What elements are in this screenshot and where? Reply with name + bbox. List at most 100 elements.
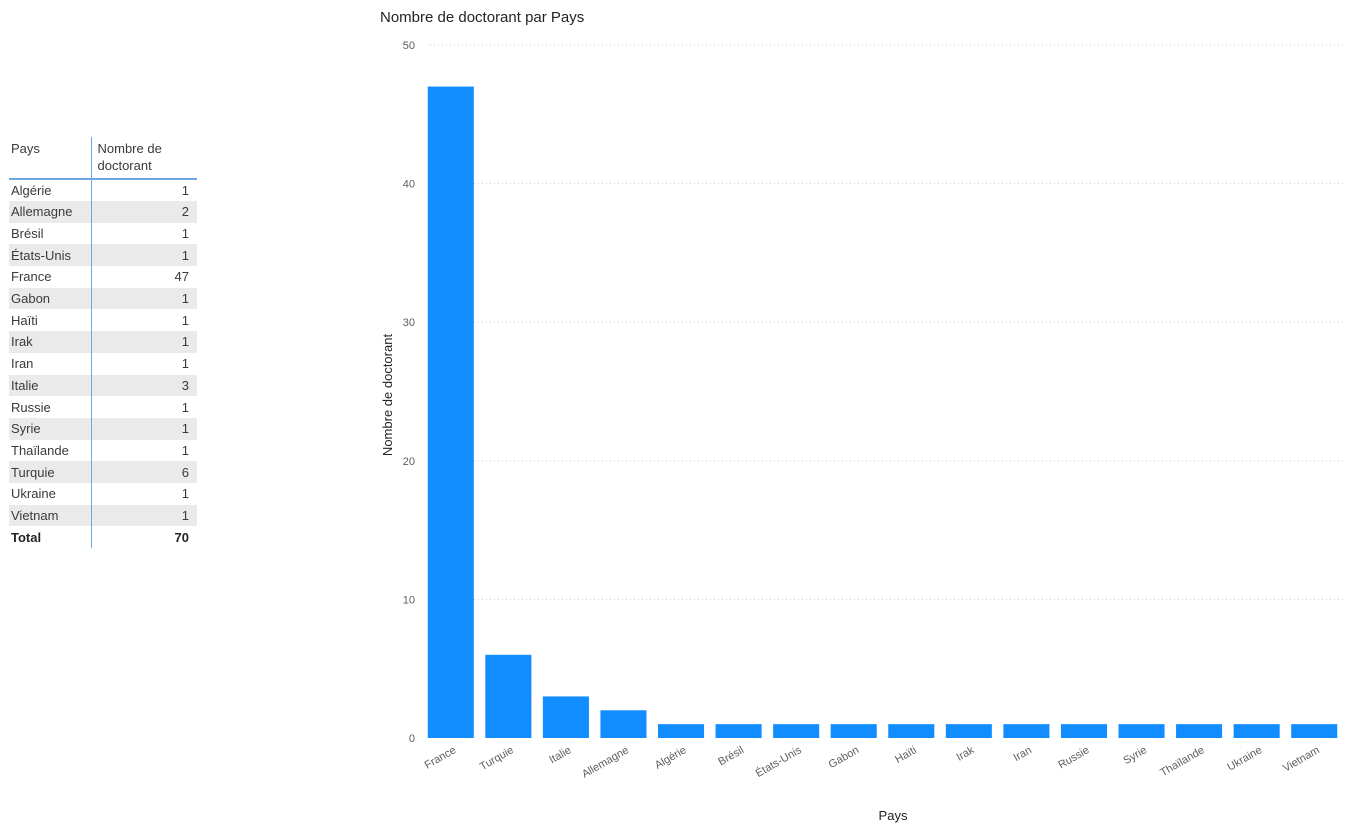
cell-count: 1 — [181, 399, 189, 415]
x-tick-label: France — [423, 744, 459, 772]
x-tick-label: Vietnam — [1281, 744, 1322, 774]
cell-country: Algérie — [9, 179, 92, 201]
table-row[interactable]: États-Unis 1 — [9, 244, 197, 267]
cell-country: Vietnam — [9, 504, 92, 527]
bar-11[interactable] — [1003, 724, 1050, 738]
table-row[interactable]: Irak 1 — [9, 331, 197, 353]
table-row[interactable]: Brésil 1 — [9, 222, 197, 245]
gridlines — [430, 44, 1343, 600]
cell-count: 1 — [181, 356, 189, 372]
table-row[interactable]: Allemagne 2 — [9, 201, 197, 223]
x-tick-label: Syrie — [1121, 744, 1149, 767]
cell-country: Ukraine — [9, 482, 92, 505]
cell-count: 1 — [181, 442, 189, 458]
y-tick-label: 20 — [403, 456, 415, 468]
table-row[interactable]: Russie 1 — [9, 396, 197, 418]
table-row[interactable]: Italie 3 — [9, 374, 197, 397]
cell-country: Thaïlande — [9, 439, 92, 462]
bar-10[interactable] — [945, 724, 992, 738]
table-row[interactable]: Ukraine 1 — [9, 482, 197, 505]
column-header-nombre[interactable]: Nombre de doctorant — [91, 137, 197, 180]
bar-4[interactable] — [600, 710, 647, 738]
x-axis-title: Pays — [879, 808, 908, 823]
bar-1[interactable] — [427, 86, 474, 738]
bar-12[interactable] — [1060, 724, 1107, 738]
cell-country: Syrie — [9, 417, 92, 440]
y-tick-label: 40 — [403, 179, 415, 191]
table-row[interactable]: Gabon 1 — [9, 287, 197, 310]
bar-15[interactable] — [1233, 724, 1280, 738]
table-row[interactable]: Syrie 1 — [9, 417, 197, 440]
cell-count: 2 — [91, 201, 197, 223]
x-tick-label: Brésil — [716, 744, 746, 768]
cell-count: 47 — [174, 269, 189, 285]
cell-count: 1 — [181, 312, 189, 328]
x-tick-label: États-Unis — [753, 743, 804, 780]
table-row[interactable]: Haïti 1 — [9, 309, 197, 332]
y-axis-ticks: 0 10 20 30 40 50 — [403, 40, 415, 745]
y-axis-title: Nombre de doctorant — [380, 334, 395, 457]
cell-count: 6 — [91, 461, 197, 483]
x-tick-label: Thaïlande — [1158, 744, 1206, 779]
cell-country: Allemagne — [9, 201, 92, 223]
cell-country: Haïti — [9, 309, 92, 332]
bar-13[interactable] — [1118, 724, 1165, 738]
table-header-row: Pays Nombre de doctorant — [9, 137, 197, 180]
column-header-pays[interactable]: Pays — [9, 137, 92, 180]
cell-count: 1 — [91, 504, 197, 527]
y-tick-label: 0 — [409, 733, 415, 745]
bar-3[interactable] — [542, 696, 589, 738]
cell-country: Turquie — [9, 461, 92, 483]
x-tick-label: Italie — [547, 744, 573, 766]
table-row[interactable]: Algérie 1 — [9, 179, 197, 201]
table-row[interactable]: Vietnam 1 — [9, 504, 197, 527]
chart-title: Nombre de doctorant par Pays — [380, 9, 585, 26]
x-tick-label: Algérie — [653, 744, 689, 772]
cell-count: 1 — [181, 486, 189, 502]
table: Pays Nombre de doctorant Algérie 1 Allemag… — [9, 137, 197, 548]
table-row[interactable]: Thaïlande 1 — [9, 439, 197, 462]
bar-5[interactable] — [658, 724, 705, 738]
cell-country: Iran — [9, 352, 92, 375]
bar-8[interactable] — [830, 724, 877, 738]
bar-7[interactable] — [773, 724, 820, 738]
cell-count: 1 — [181, 226, 189, 242]
bar-6[interactable] — [715, 724, 762, 738]
cell-country: Italie — [9, 374, 92, 397]
cell-country: Irak — [9, 331, 92, 353]
cell-count: 1 — [91, 331, 197, 353]
bars — [427, 86, 1338, 738]
x-tick-label: Irak — [954, 744, 976, 764]
bar-2[interactable] — [485, 654, 532, 738]
bar-14[interactable] — [1176, 724, 1223, 738]
cell-count: 1 — [91, 287, 197, 310]
table-row[interactable]: France 47 — [9, 266, 197, 288]
x-tick-label: Ukraine — [1225, 744, 1264, 773]
cell-country: États-Unis — [9, 244, 92, 267]
cell-count: 1 — [91, 244, 197, 267]
cell-country: Brésil — [9, 222, 92, 245]
y-tick-label: 50 — [403, 40, 415, 52]
x-tick-label: Gabon — [827, 744, 862, 771]
x-tick-label: Allemagne — [580, 744, 631, 780]
cell-country: Gabon — [9, 287, 92, 310]
cell-country: Russie — [9, 396, 92, 418]
total-value: 70 — [174, 529, 189, 545]
table-body: Algérie 1 Allemagne 2 Brésil 1 États-Unis 1 Fran… — [9, 179, 197, 527]
x-tick-label: Turquie — [478, 744, 516, 773]
total-label: Total — [9, 526, 92, 548]
table-row[interactable]: Iran 1 — [9, 352, 197, 375]
table-row[interactable]: Turquie 6 — [9, 461, 197, 483]
cell-count: 1 — [91, 417, 197, 440]
cell-country: France — [9, 266, 92, 288]
y-tick-label: 10 — [403, 594, 415, 606]
table-total-row: Total 70 — [9, 526, 197, 548]
x-tick-label: Russie — [1056, 744, 1091, 771]
cell-count: 1 — [181, 183, 189, 198]
y-tick-label: 30 — [403, 317, 415, 329]
bar-16[interactable] — [1291, 724, 1338, 738]
x-axis-labels: France Turquie Italie Allemagne Algérie Brési… — [423, 743, 1322, 780]
x-tick-label: Iran — [1011, 744, 1033, 764]
bar-9[interactable] — [888, 724, 935, 738]
